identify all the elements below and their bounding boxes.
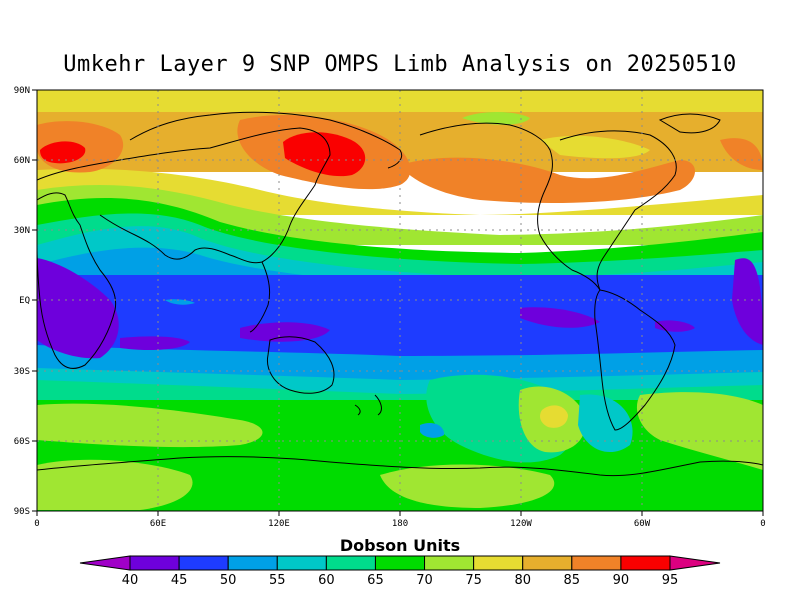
colorbar-swatch — [571, 555, 622, 571]
lon-tick-60w: 60W — [634, 519, 651, 529]
colorbar-swatch — [129, 555, 180, 571]
lon-tick-0-end: 0 — [760, 519, 765, 529]
coast-north-america-east — [559, 130, 677, 291]
colorbar-label: 75 — [465, 573, 482, 588]
colorbar-arrow-high — [669, 555, 721, 571]
coast-australia — [266, 336, 335, 394]
colorbar-label: 55 — [269, 573, 286, 588]
coast-eurasia — [37, 127, 331, 264]
lat-tick-60s: 60S — [14, 437, 30, 447]
lon-tick-120e: 120E — [268, 519, 290, 529]
blob-lightgreen-antarctic-west — [37, 459, 193, 510]
colorbar-swatch — [522, 555, 573, 571]
blob-lightgreen-antarctic-pacific — [380, 464, 555, 508]
colorbar-label: 60 — [318, 573, 335, 588]
gridlines — [37, 90, 763, 511]
coast-arctic-asia — [129, 111, 403, 169]
colorbar-swatch — [276, 555, 327, 571]
lat-tick-30n: 30N — [14, 226, 30, 236]
lat-tick-60n: 60N — [14, 156, 30, 166]
blob-lightblue-equator — [165, 299, 195, 305]
coast-africa — [37, 192, 117, 369]
blob-yellow-south-pacific — [540, 405, 568, 428]
lon-tick-60e: 60E — [150, 519, 166, 529]
blob-lightblue-south — [420, 423, 445, 438]
blob-lightgreen-south-indian — [37, 403, 263, 448]
colorbar-title: Dobson Units — [339, 536, 461, 555]
colorbar-label: 85 — [564, 573, 581, 588]
colorbar-arrow-low — [79, 555, 131, 571]
lat-tick-eq: EQ — [19, 296, 30, 306]
blob-purple-indonesia — [240, 322, 330, 342]
blob-purple-africa — [37, 258, 119, 359]
chart-title: Umkehr Layer 9 SNP OMPS Limb Analysis on… — [63, 52, 737, 77]
blob-purple-atlantic — [732, 258, 763, 345]
blob-cyan-south-america — [578, 394, 633, 453]
lon-tick-120w: 120W — [510, 519, 532, 529]
colorbar-swatch — [424, 555, 475, 571]
lon-tick-0: 0 — [34, 519, 39, 529]
blob-yellow-canada — [540, 135, 650, 159]
blob-lightgreen-arctic — [462, 112, 530, 125]
colorbar-label: 50 — [220, 573, 237, 588]
colorbar-swatch — [325, 555, 376, 571]
colorbar-label: 90 — [613, 573, 630, 588]
coast-greenland — [658, 113, 721, 134]
band-north-polar — [37, 90, 763, 114]
lon-tick-180: 180 — [392, 519, 408, 529]
colorbar-swatch — [374, 555, 426, 571]
axis-ticks — [32, 89, 764, 516]
lat-tick-30s: 30S — [14, 367, 30, 377]
lat-tick-90s: 90S — [14, 507, 30, 517]
blob-purple-pacific — [520, 307, 600, 328]
colorbar-swatch — [227, 555, 278, 571]
colorbar-swatch — [620, 555, 671, 571]
blob-red-europe — [40, 141, 86, 164]
colorbar-label: 95 — [662, 573, 679, 588]
blob-lightgreen-south-atlantic — [636, 392, 763, 470]
blob-red-siberia — [283, 132, 366, 177]
colorbar-label: 70 — [416, 573, 433, 588]
coast-antarctica — [37, 456, 763, 477]
colorbar-label: 45 — [171, 573, 188, 588]
colorbar-swatch — [473, 555, 524, 571]
blob-orange-pacific — [400, 157, 695, 203]
coastlines — [37, 111, 763, 477]
coast-north-america-west — [419, 122, 601, 291]
lat-tick-90n: 90N — [14, 86, 30, 96]
blob-orange-atlantic — [720, 138, 763, 170]
coast-south-america — [594, 289, 676, 431]
colorbar-label: 80 — [514, 573, 531, 588]
blob-purple-indian-ocean — [120, 336, 190, 350]
colorbar-label: 65 — [367, 573, 384, 588]
colorbar-swatch — [178, 555, 229, 571]
coast-southeast-asia — [249, 261, 271, 333]
band-south-lightblue — [37, 345, 763, 380]
colorbar-label: 40 — [122, 573, 139, 588]
coast-new-zealand — [354, 394, 382, 416]
